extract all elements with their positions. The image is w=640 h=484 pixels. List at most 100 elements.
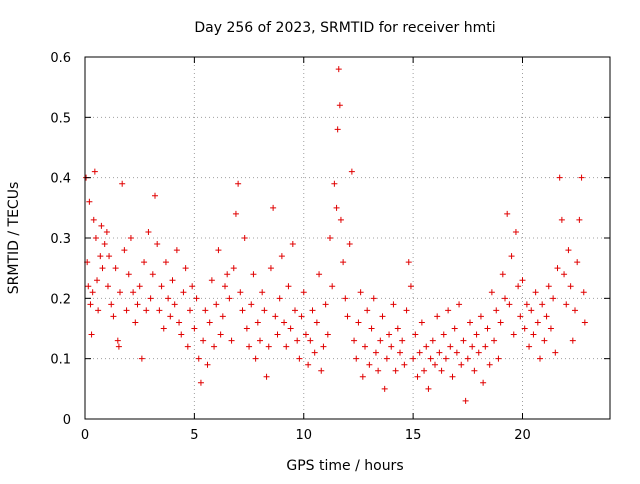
data-point [145,228,152,235]
data-point [85,283,92,290]
data-point [114,337,121,344]
data-point [504,210,511,217]
data-point [336,102,343,109]
data-point [195,355,202,362]
data-point [125,271,132,278]
data-point [574,259,581,266]
data-point [254,319,261,326]
data-point [309,307,316,314]
data-point [390,301,397,308]
data-point [381,385,388,392]
data-point [453,349,460,356]
data-point [434,313,441,320]
data-point [320,343,327,350]
data-point [366,361,373,368]
data-point [99,265,106,272]
data-point [171,301,178,308]
y-axis-label: SRMTID / TECUs [6,182,22,295]
data-point [403,307,410,314]
data-point [442,355,449,362]
data-point [160,325,167,332]
data-point [370,295,377,302]
data-point [359,373,366,380]
data-point [316,271,323,278]
data-point [228,337,235,344]
data-point [169,277,176,284]
data-point [530,331,537,338]
data-point [298,313,305,320]
data-point [563,301,570,308]
data-point [92,235,99,241]
data-point [423,343,430,350]
data-point [213,301,220,308]
data-point [508,253,515,260]
data-point [331,180,338,187]
data-point [565,247,572,254]
data-point [410,355,417,362]
data-point [132,319,139,326]
data-point [136,283,143,290]
data-point [418,319,425,326]
data-point [580,289,587,296]
axis-ticks: 0 5 10 15 20 0 0.1 0.2 0.3 0.4 0.5 0.6 [50,51,610,443]
data-point [497,319,504,326]
data-point [278,253,285,260]
data-point [429,337,436,344]
data-point [397,349,403,356]
data-point [357,289,364,296]
data-point [88,331,95,338]
data-point [340,259,347,266]
data-point [386,331,393,338]
data-point [86,198,93,205]
y-tick-label: 0.5 [50,111,71,126]
data-point [115,343,122,350]
data-point [202,307,209,314]
data-point [456,301,463,308]
data-point [493,307,500,314]
data-point [388,343,395,350]
data-point [127,235,134,241]
data-point [541,337,548,344]
data-point [197,379,204,386]
data-point [237,289,244,296]
data-point [158,283,165,290]
data-point [467,319,473,326]
data-point [464,355,471,362]
data-point [512,228,519,235]
data-point [432,361,438,368]
data-point [193,295,200,302]
data-point [342,295,349,302]
data-point [484,325,491,332]
data-point [543,313,550,320]
y-tick-label: 0.1 [50,353,71,368]
data-point [469,343,476,350]
x-tick-label: 20 [514,428,531,443]
data-point [162,259,169,266]
data-point [449,373,456,380]
data-point [219,313,226,320]
data-point [217,331,224,338]
data-point [149,271,156,278]
data-point [379,313,386,320]
data-point [226,295,233,302]
data-point [176,319,183,326]
data-point [130,289,137,296]
data-point [581,319,588,326]
data-point [416,349,423,356]
data-point [178,331,185,338]
data-point [156,307,163,314]
data-point [337,216,344,223]
data-point [90,216,97,223]
data-point [235,180,242,187]
data-point [89,289,96,296]
data-point [200,337,207,344]
x-tick-label: 15 [405,428,422,443]
data-point [458,361,465,368]
data-point [123,307,130,314]
plot-frame [84,56,611,420]
data-point [300,289,307,296]
x-tick-label: 0 [81,428,89,443]
data-point [97,253,104,260]
